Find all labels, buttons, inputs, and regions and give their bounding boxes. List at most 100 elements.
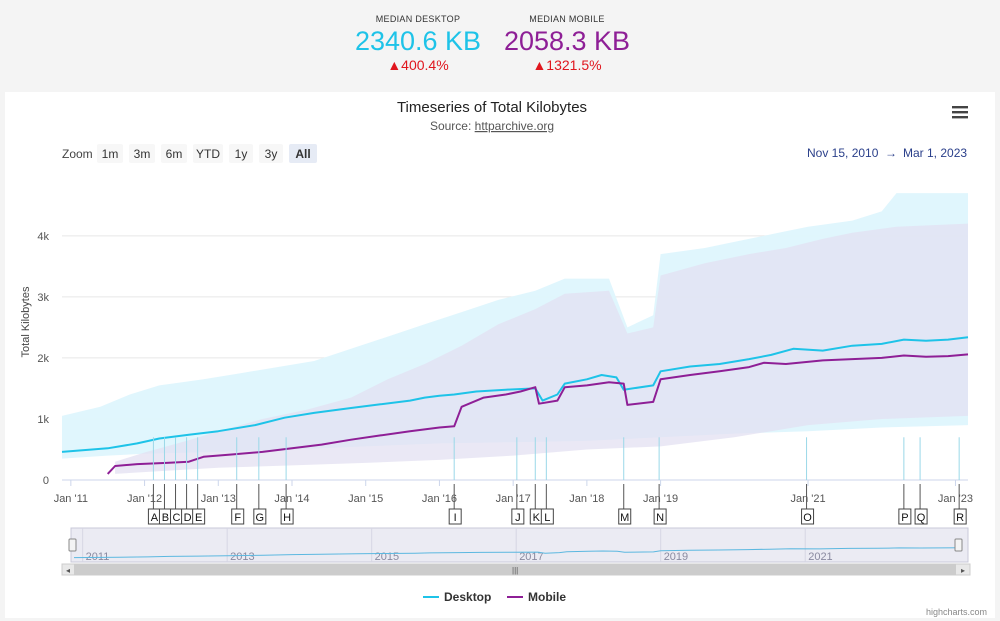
zoom-button-label[interactable]: YTD — [196, 147, 220, 161]
flag-label[interactable]: C — [173, 512, 181, 524]
x-tick-label: Jan '19 — [643, 493, 678, 505]
legend-desktop[interactable]: Desktop — [423, 590, 491, 604]
flag-box[interactable] — [448, 508, 462, 525]
flag-label[interactable]: R — [956, 512, 964, 524]
mobile-series-line[interactable] — [106, 353, 969, 475]
flag-label[interactable]: J — [515, 512, 521, 524]
navigator-year-label: 2019 — [664, 551, 688, 563]
scroll-left-arrow-icon[interactable]: ◂ — [66, 566, 70, 575]
flag-box[interactable] — [618, 508, 632, 525]
flag-l[interactable]: L — [540, 437, 554, 525]
flag-n[interactable]: N — [653, 437, 667, 525]
flag-box[interactable] — [192, 508, 206, 525]
flag-label[interactable]: H — [283, 512, 291, 524]
flag-e[interactable]: E — [192, 437, 206, 525]
flag-q[interactable]: Q — [914, 437, 928, 525]
flag-label[interactable]: F — [234, 512, 241, 524]
flag-h[interactable]: H — [280, 437, 294, 525]
scrollbar-grip-icon[interactable]: ||| — [512, 566, 518, 575]
scrollbar-thumb[interactable] — [74, 564, 956, 575]
flag-label[interactable]: D — [184, 512, 192, 524]
mobile-range-band — [115, 223, 969, 474]
flag-box[interactable] — [540, 508, 554, 525]
scroll-right-arrow-icon[interactable]: ▸ — [961, 566, 965, 575]
flag-label[interactable]: G — [256, 512, 265, 524]
menu-button[interactable] — [948, 102, 972, 124]
zoom-button-label[interactable]: 1y — [235, 147, 248, 161]
flag-box[interactable] — [653, 508, 667, 525]
zoom-button-label[interactable]: 3m — [134, 147, 151, 161]
source-link[interactable]: httparchive.org — [475, 119, 554, 133]
zoom-button-1m[interactable]: 1m — [97, 144, 123, 163]
flag-box[interactable] — [511, 508, 525, 525]
flag-a[interactable]: A — [147, 437, 161, 525]
legend-mobile-label[interactable]: Mobile — [528, 590, 566, 604]
flag-box[interactable] — [280, 508, 294, 525]
flag-m[interactable]: M — [618, 437, 632, 525]
flag-label[interactable]: I — [454, 512, 457, 524]
flag-label[interactable]: O — [803, 512, 812, 524]
flag-r[interactable]: R — [953, 437, 967, 525]
y-tick-label: 3k — [37, 292, 49, 304]
chart-svg: Timeseries of Total Kilobytes Source: ht… — [20, 99, 987, 617]
flag-o[interactable]: O — [801, 437, 815, 525]
range-from-date[interactable]: Nov 15, 2010 — [807, 146, 879, 160]
zoom-button-label[interactable]: 3y — [265, 147, 278, 161]
flag-box[interactable] — [253, 508, 267, 525]
flag-label[interactable]: L — [544, 512, 550, 524]
zoom-button-bg[interactable] — [259, 144, 283, 163]
navigator-handle-left[interactable] — [68, 538, 77, 552]
zoom-button-6m[interactable]: 6m — [161, 144, 187, 163]
zoom-button-ytd[interactable]: YTD — [193, 144, 223, 163]
zoom-button-label[interactable]: 6m — [166, 147, 183, 161]
y-tick-label: 1k — [37, 414, 49, 426]
legend-desktop-label[interactable]: Desktop — [444, 590, 491, 604]
flag-p[interactable]: P — [898, 437, 912, 525]
desktop-series-line[interactable] — [61, 336, 969, 453]
flag-c[interactable]: C — [170, 437, 184, 525]
zoom-button-bg[interactable] — [229, 144, 253, 163]
navigator[interactable]: 2011 2013 2015 2017 2019 2021 ◂ ▸ ||| — [61, 527, 971, 576]
median-mobile-value: 2058.3 KB — [503, 26, 631, 56]
zoom-button-label[interactable]: 1m — [102, 147, 119, 161]
flag-j[interactable]: J — [511, 437, 525, 525]
zoom-button-bg[interactable] — [97, 144, 123, 163]
x-tick-label: Jan '16 — [422, 493, 457, 505]
zoom-button-label[interactable]: All — [295, 147, 310, 161]
flag-label[interactable]: Q — [917, 512, 926, 524]
flag-label[interactable]: P — [901, 512, 908, 524]
flag-box[interactable] — [914, 508, 928, 525]
flag-f[interactable]: F — [231, 437, 245, 525]
range-to-date[interactable]: Mar 1, 2023 — [903, 146, 967, 160]
flag-d[interactable]: D — [181, 437, 195, 525]
median-desktop-value: 2340.6 KB — [354, 26, 482, 56]
x-tick-label: Jan '23 — [938, 493, 973, 505]
flag-label[interactable]: N — [656, 512, 664, 524]
zoom-button-bg[interactable] — [161, 144, 187, 163]
zoom-button-1y[interactable]: 1y — [229, 144, 253, 163]
zoom-button-3m[interactable]: 3m — [129, 144, 155, 163]
flag-box[interactable] — [801, 508, 815, 525]
flag-g[interactable]: G — [253, 437, 267, 525]
zoom-button-3y[interactable]: 3y — [259, 144, 283, 163]
hamburger-menu-icon[interactable] — [952, 106, 968, 119]
flag-box[interactable] — [953, 508, 967, 525]
flag-label[interactable]: A — [151, 512, 159, 524]
flag-b[interactable]: B — [158, 437, 172, 525]
flag-label[interactable]: M — [620, 512, 629, 524]
flag-label[interactable]: E — [195, 512, 202, 524]
flag-label[interactable]: B — [162, 512, 169, 524]
zoom-button-all[interactable]: All — [289, 144, 317, 163]
navigator-handle-right[interactable] — [954, 538, 963, 552]
zoom-button-bg[interactable] — [193, 144, 223, 163]
flag-box[interactable] — [898, 508, 912, 525]
flag-i[interactable]: I — [448, 437, 462, 525]
legend-mobile[interactable]: Mobile — [507, 590, 566, 604]
flag-k[interactable]: K — [529, 437, 543, 525]
flag-box[interactable] — [231, 508, 245, 525]
zoom-button-bg[interactable] — [129, 144, 155, 163]
flag-label[interactable]: K — [533, 512, 541, 524]
zoom-button-bg[interactable] — [289, 144, 317, 163]
highcharts-credit[interactable]: highcharts.com — [926, 607, 987, 617]
